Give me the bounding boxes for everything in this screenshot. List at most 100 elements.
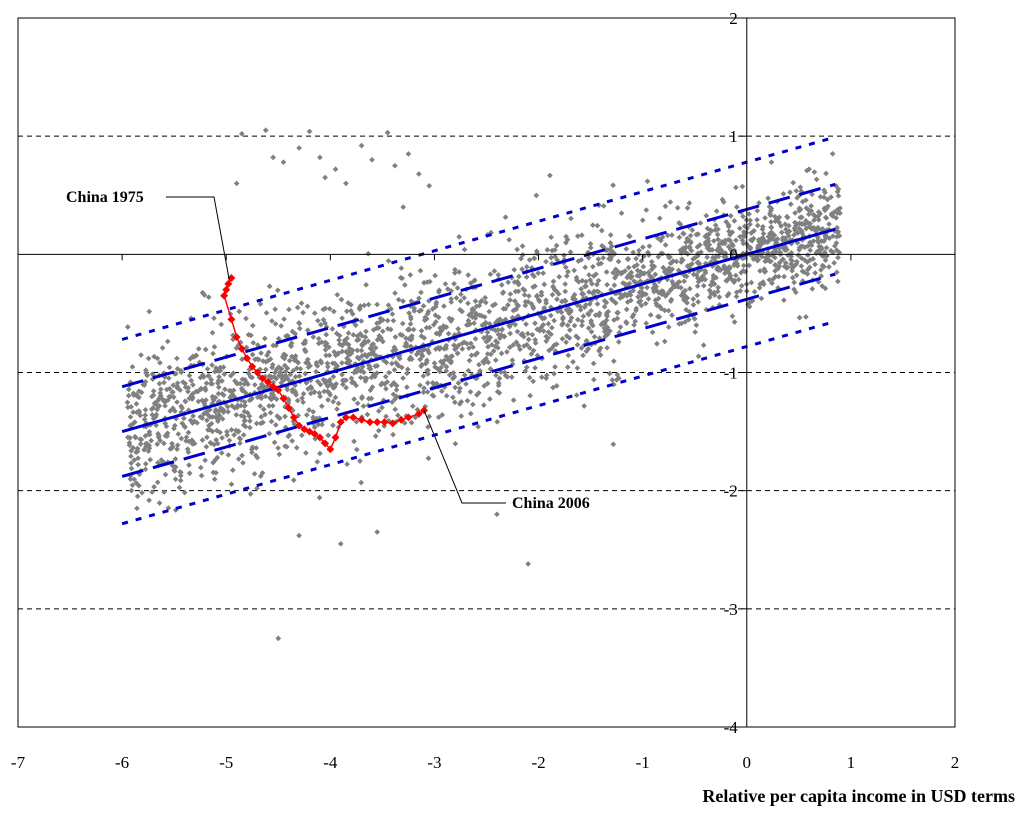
scatter-point bbox=[774, 236, 781, 242]
scatter-point bbox=[712, 222, 719, 229]
scatter-point bbox=[361, 302, 368, 309]
scatter-point bbox=[339, 348, 345, 355]
scatter-point bbox=[219, 435, 225, 441]
scatter-point bbox=[771, 232, 778, 239]
scatter-point bbox=[345, 330, 352, 336]
scatter-point bbox=[278, 365, 285, 372]
scatter-point bbox=[292, 389, 299, 396]
scatter-point bbox=[181, 489, 188, 496]
scatter-point bbox=[823, 170, 829, 177]
scatter-point bbox=[566, 335, 573, 341]
china-point bbox=[397, 415, 406, 424]
scatter-point bbox=[319, 421, 325, 428]
scatter-point bbox=[826, 221, 832, 227]
scatter-point bbox=[400, 298, 406, 304]
scatter-point bbox=[837, 205, 843, 212]
scatter-point bbox=[235, 456, 242, 462]
scatter-point bbox=[697, 220, 704, 226]
scatter-point bbox=[603, 299, 610, 306]
scatter-point bbox=[486, 308, 493, 315]
scatter-point bbox=[162, 432, 169, 439]
scatter-point bbox=[358, 318, 365, 324]
scatter-point bbox=[656, 215, 663, 222]
scatter-point bbox=[211, 343, 218, 350]
scatter-point bbox=[824, 196, 831, 203]
y-tick-label: -2 bbox=[724, 482, 738, 501]
scatter-point bbox=[646, 272, 653, 279]
scatter-point bbox=[128, 447, 134, 454]
scatter-point bbox=[141, 446, 147, 453]
scatter-point bbox=[795, 230, 801, 236]
scatter-point bbox=[286, 357, 293, 364]
scatter-point bbox=[796, 207, 802, 214]
scatter-point bbox=[506, 236, 512, 243]
scatter-point bbox=[393, 382, 400, 389]
scatter-point bbox=[466, 345, 472, 352]
scatter-point bbox=[443, 392, 450, 399]
scatter-point bbox=[818, 267, 824, 273]
scatter-point bbox=[793, 289, 799, 296]
scatter-point bbox=[511, 266, 518, 273]
scatter-point bbox=[219, 378, 225, 384]
scatter-point bbox=[137, 441, 144, 447]
scatter-point bbox=[450, 370, 457, 376]
scatter-point bbox=[228, 393, 234, 400]
scatter-point bbox=[626, 233, 632, 239]
annotation-china-1975: China 1975 bbox=[66, 189, 144, 206]
scatter-point bbox=[633, 307, 639, 314]
scatter-point bbox=[711, 281, 718, 287]
scatter-point bbox=[793, 188, 800, 194]
scatter-point bbox=[332, 394, 339, 401]
scatter-point bbox=[725, 276, 732, 282]
scatter-point bbox=[654, 340, 660, 347]
scatter-point bbox=[474, 350, 480, 356]
scatter-point bbox=[322, 346, 329, 353]
scatter-point bbox=[286, 306, 292, 313]
scatter-point bbox=[587, 244, 594, 251]
scatter-point bbox=[434, 366, 441, 372]
scatter-point bbox=[660, 288, 666, 295]
scatter-point bbox=[208, 376, 215, 383]
scatter-point bbox=[657, 237, 664, 244]
scatter-point bbox=[502, 316, 509, 323]
scatter-point bbox=[707, 282, 714, 288]
scatter-point bbox=[643, 207, 650, 213]
scatter-point bbox=[420, 303, 427, 309]
scatter-point bbox=[547, 172, 553, 179]
scatter-point bbox=[725, 223, 732, 230]
scatter-point bbox=[372, 433, 379, 439]
scatter-point bbox=[254, 394, 261, 401]
scatter-point bbox=[339, 377, 346, 384]
scatter-point bbox=[526, 345, 533, 351]
scatter-point bbox=[538, 374, 545, 381]
scatter-point bbox=[535, 296, 542, 303]
scatter-point bbox=[450, 394, 456, 401]
china-point bbox=[274, 386, 283, 395]
scatter-point bbox=[154, 441, 161, 447]
scatter-point bbox=[270, 342, 276, 349]
scatter-point bbox=[317, 450, 323, 457]
scatter-point bbox=[660, 264, 667, 271]
scatter-point bbox=[633, 255, 639, 262]
scatter-point bbox=[534, 292, 540, 299]
scatter-point bbox=[129, 364, 136, 370]
scatter-point bbox=[435, 414, 442, 421]
scatter-point bbox=[544, 247, 551, 253]
scatter-point bbox=[551, 370, 557, 377]
scatter-point bbox=[597, 352, 604, 358]
scatter-point bbox=[716, 244, 722, 251]
scatter-point bbox=[170, 389, 176, 395]
scatter-point bbox=[269, 364, 275, 371]
scatter-point bbox=[454, 285, 461, 291]
scatter-point bbox=[566, 327, 573, 333]
scatter-point bbox=[426, 182, 433, 189]
scatter-point bbox=[794, 221, 800, 227]
scatter-point bbox=[326, 352, 333, 359]
scatter-point bbox=[571, 291, 578, 298]
scatter-point bbox=[137, 412, 144, 419]
scatter-point bbox=[544, 372, 550, 379]
scatter-point bbox=[715, 253, 722, 260]
scatter-point bbox=[177, 477, 184, 484]
scatter-point bbox=[768, 159, 775, 165]
scatter-point bbox=[211, 476, 218, 483]
